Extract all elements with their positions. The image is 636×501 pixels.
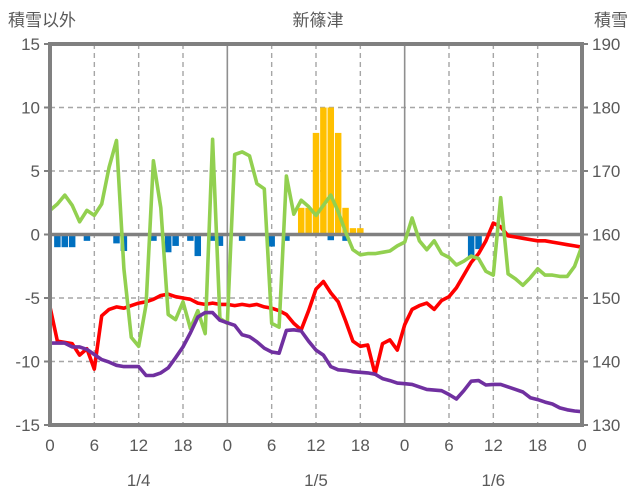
x-axis-tick-label: 18 [351,436,370,455]
orange-bars [357,228,364,235]
blue-bars [475,234,482,250]
right-axis-tick-label: 140 [592,353,620,372]
right-axis-title: 積雪 [594,11,628,30]
left-axis-tick-label: -15 [15,416,40,435]
blue-bars [83,234,91,241]
day-label: 1/6 [482,471,506,490]
x-axis-tick-label: 6 [444,436,453,455]
left-axis-tick-label: -5 [25,289,40,308]
blue-bars [54,234,61,248]
blue-bars [194,234,202,257]
blue-bars [342,234,349,241]
left-axis-tick-label: 0 [31,226,40,245]
x-axis-tick-label: 0 [577,436,586,455]
orange-bars [349,228,357,235]
blue-bars [238,234,246,241]
blue-bars [283,234,290,241]
orange-bars [305,207,312,235]
x-axis-tick-label: 6 [90,436,99,455]
x-axis-tick-label: 0 [400,436,409,455]
x-axis-tick-label: 12 [484,436,503,455]
blue-bars [209,234,216,241]
blue-bars [113,234,120,244]
blue-bars [61,234,69,248]
x-axis-tick-label: 12 [129,436,148,455]
left-axis-tick-label: -10 [15,353,40,372]
blue-bars [68,234,76,248]
blue-bars [164,234,172,253]
blue-bars [467,234,475,258]
x-axis-tick-label: 0 [223,436,232,455]
left-axis-tick-label: 5 [31,162,40,181]
x-axis-tick-label: 6 [267,436,276,455]
blue-bars [268,234,275,247]
purple-line [48,310,584,414]
red-line [48,221,584,377]
blue-bars [216,234,224,246]
orange-bars [297,207,305,235]
x-axis-tick-label: 12 [307,436,326,455]
orange-bars [312,132,320,235]
day-label: 1/5 [304,471,328,490]
blue-bars [187,234,194,241]
orange-bars [342,207,349,235]
x-axis-tick-label: 0 [45,436,54,455]
orange-bars [334,132,342,235]
left-axis-tick-label: 15 [21,35,40,54]
green-line [48,137,584,349]
day-label: 1/4 [127,471,151,490]
blue-bars [327,234,335,241]
x-axis-tick-label: 18 [528,436,547,455]
chart-title: 新篠津 [292,11,344,30]
right-axis-tick-label: 130 [592,416,620,435]
left-axis-tick-label: 10 [21,99,40,118]
orange-bars [327,107,335,235]
right-axis-tick-label: 180 [592,99,620,118]
x-axis-tick-label: 18 [174,436,193,455]
right-axis-tick-label: 170 [592,162,620,181]
right-axis-tick-label: 160 [592,226,620,245]
blue-bars [150,234,157,241]
left-axis-title: 積雪以外 [8,11,76,30]
orange-bars [320,107,327,235]
right-axis-tick-label: 150 [592,289,620,308]
blue-bars [172,234,179,246]
right-axis-tick-label: 190 [592,35,620,54]
